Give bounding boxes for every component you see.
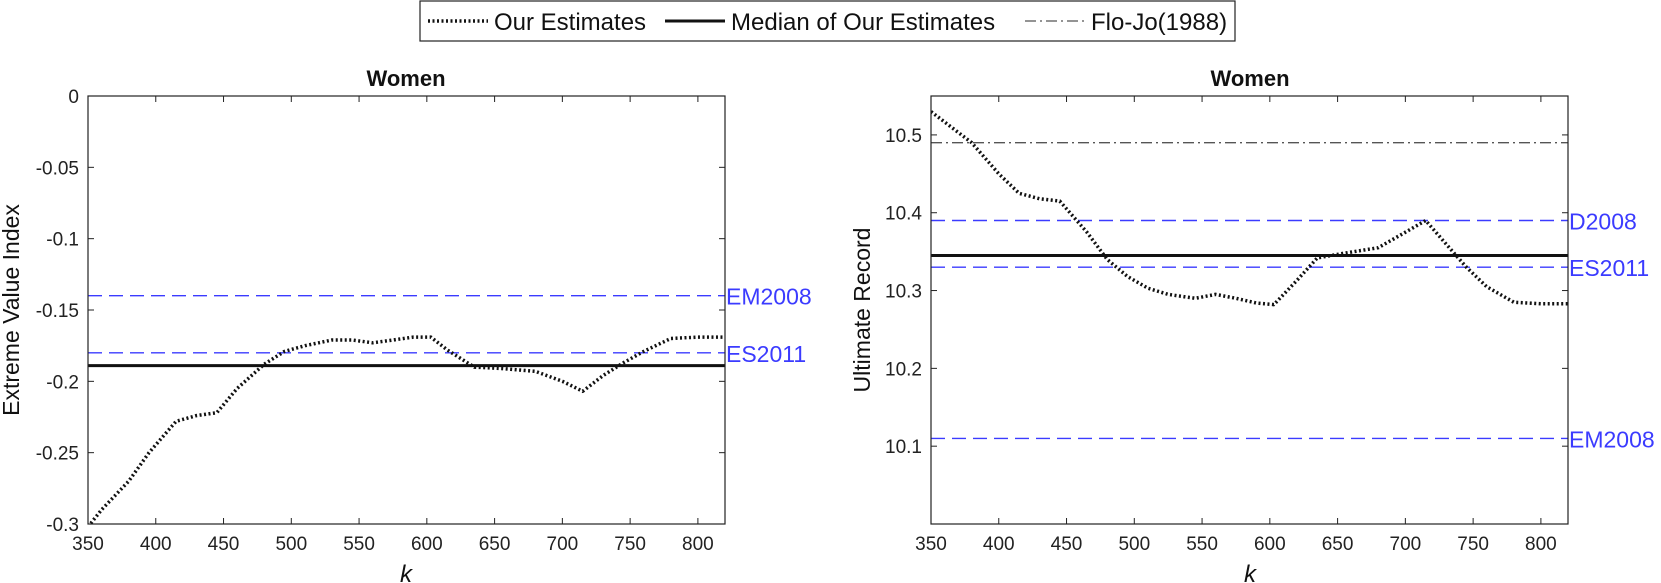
y-tick-label: 10.3 xyxy=(885,282,922,303)
x-tick-label: 600 xyxy=(1254,534,1286,555)
x-tick-label: 800 xyxy=(1525,534,1557,555)
y-tick-label: 10.1 xyxy=(885,437,922,458)
x-axis-label: k xyxy=(1244,561,1258,583)
x-tick-label: 800 xyxy=(682,534,714,555)
y-axis-label: Extreme Value Index xyxy=(0,204,24,416)
legend-label-median: Median of Our Estimates xyxy=(731,9,995,36)
x-tick-label: 700 xyxy=(547,534,579,555)
y-tick-label: 10.2 xyxy=(885,359,922,380)
y-tick-label: -0.3 xyxy=(46,515,79,536)
x-tick-label: 400 xyxy=(140,534,172,555)
x-axis-label: k xyxy=(400,561,414,583)
reference-lines: D2008 ES2011 EM2008 xyxy=(931,142,1655,452)
y-tick-label: -0.15 xyxy=(36,301,79,322)
reference-label-em2008: EM2008 xyxy=(1569,426,1655,452)
legend-label-florence: Flo-Jo(1988) xyxy=(1091,9,1227,36)
legend-label-estimates: Our Estimates xyxy=(494,9,646,36)
x-tick-label: 450 xyxy=(208,534,240,555)
reference-label-d2008: D2008 xyxy=(1569,209,1637,235)
x-tick-label: 550 xyxy=(343,534,375,555)
legend-box xyxy=(419,0,1236,42)
chart-title: Women xyxy=(366,66,445,91)
y-tick-label: -0.05 xyxy=(36,158,79,179)
x-tick-label: 350 xyxy=(915,534,947,555)
y-tick-label: -0.25 xyxy=(36,444,79,465)
reference-label-es2011: ES2011 xyxy=(726,341,806,367)
chart-extreme-value-index: EM2008 ES2011 350 400 450 500 550 600 650 700 750… xyxy=(0,66,812,583)
x-tick-label: 350 xyxy=(72,534,104,555)
estimates-series-line xyxy=(931,110,1568,307)
y-tick-label: 10.5 xyxy=(885,126,922,147)
x-tick-label: 750 xyxy=(614,534,646,555)
plot-frame xyxy=(930,95,1569,525)
axis-ticks: 350 400 450 500 550 600 650 700 750 800 10.1 10.2 10… xyxy=(885,96,1568,555)
chart-ultimate-record: D2008 ES2011 EM2008 350 400 450 500 550 600 650 7… xyxy=(849,66,1655,583)
y-tick-label: 0 xyxy=(68,87,79,108)
y-tick-label: -0.2 xyxy=(46,372,79,393)
x-tick-label: 700 xyxy=(1390,534,1422,555)
reference-label-es2011: ES2011 xyxy=(1569,255,1649,281)
x-tick-label: 400 xyxy=(983,534,1015,555)
x-tick-label: 750 xyxy=(1457,534,1489,555)
x-tick-label: 500 xyxy=(275,534,307,555)
x-tick-label: 600 xyxy=(411,534,443,555)
y-tick-label: 10.4 xyxy=(885,204,922,225)
chart-title: Women xyxy=(1210,66,1289,91)
reference-label-em2008: EM2008 xyxy=(726,284,812,310)
x-tick-label: 650 xyxy=(479,534,511,555)
reference-lines: EM2008 ES2011 xyxy=(88,284,812,367)
estimates-layer xyxy=(931,110,1568,307)
x-tick-label: 650 xyxy=(1322,534,1354,555)
x-tick-label: 450 xyxy=(1051,534,1083,555)
y-axis-label: Ultimate Record xyxy=(849,228,875,393)
axis-ticks: 350 400 450 500 550 600 650 700 750 800 0 -0.05 -0.1… xyxy=(36,87,725,555)
plot-frame xyxy=(87,95,726,525)
legend: Our Estimates Median of Our Estimates Fl… xyxy=(419,0,1236,42)
y-tick-label: -0.1 xyxy=(46,230,79,251)
x-tick-label: 500 xyxy=(1118,534,1150,555)
x-tick-label: 550 xyxy=(1186,534,1218,555)
